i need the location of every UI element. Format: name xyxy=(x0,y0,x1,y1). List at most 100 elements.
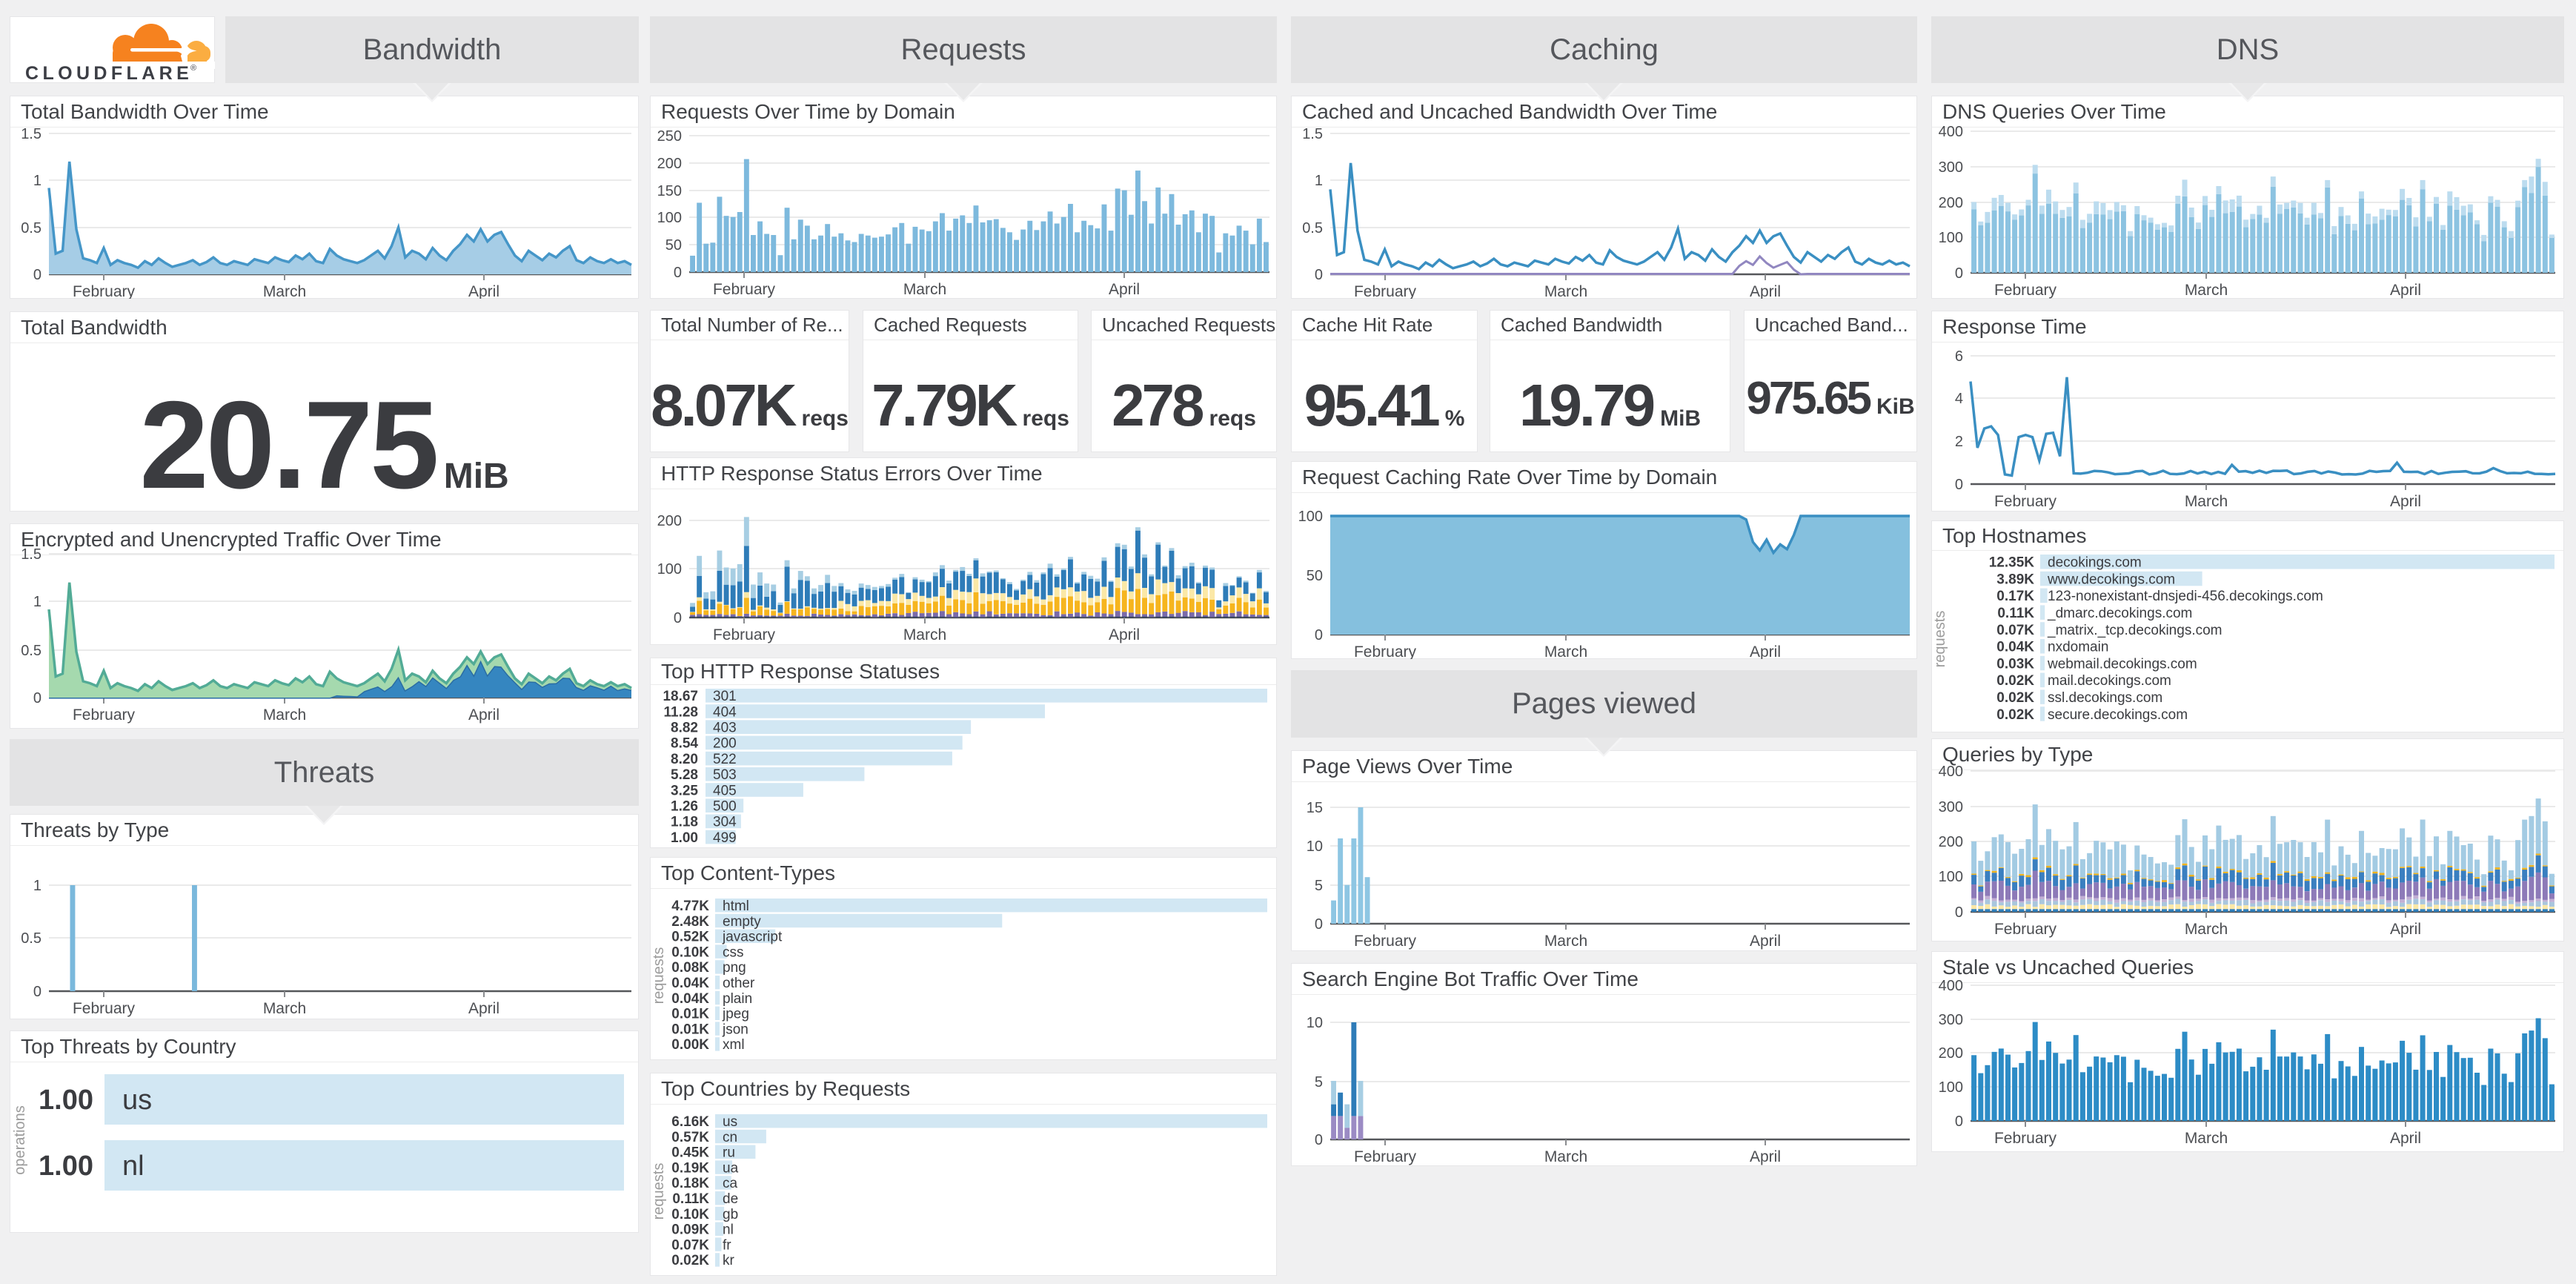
svg-text:April: April xyxy=(1750,933,1781,950)
svg-text:0.03K: 0.03K xyxy=(1996,656,2034,672)
svg-text:1.5: 1.5 xyxy=(21,126,42,142)
svg-text:6.16K: 6.16K xyxy=(671,1114,709,1130)
svg-text:1.00: 1.00 xyxy=(671,830,698,846)
svg-text:de: de xyxy=(723,1191,738,1207)
svg-text:March: March xyxy=(263,706,306,724)
svg-text:March: March xyxy=(2185,1130,2228,1147)
svg-text:400: 400 xyxy=(1939,124,1963,140)
svg-text:100: 100 xyxy=(1939,230,1963,246)
svg-text:1.5: 1.5 xyxy=(1302,126,1323,142)
svg-text:plain: plain xyxy=(723,991,752,1007)
svg-text:February: February xyxy=(1994,921,2057,938)
svg-text:html: html xyxy=(723,899,749,914)
svg-text:0.01K: 0.01K xyxy=(671,1007,709,1022)
svg-text:200: 200 xyxy=(713,736,737,752)
svg-text:April: April xyxy=(468,1000,499,1017)
svg-text:0.04K: 0.04K xyxy=(671,991,709,1007)
svg-text:1.18: 1.18 xyxy=(671,815,698,830)
svg-text:April: April xyxy=(2390,282,2421,299)
svg-text:0: 0 xyxy=(1315,267,1323,283)
svg-text:ua: ua xyxy=(723,1160,739,1176)
svg-text:cn: cn xyxy=(723,1130,737,1145)
svg-text:5.28: 5.28 xyxy=(671,767,698,783)
svg-text:February: February xyxy=(1354,283,1417,299)
svg-text:300: 300 xyxy=(1939,799,1963,815)
svg-text:0: 0 xyxy=(1955,265,1963,282)
svg-text:0.01K: 0.01K xyxy=(671,1022,709,1037)
svg-text:_dmarc.decokings.com: _dmarc.decokings.com xyxy=(2047,606,2192,621)
svg-text:0.00K: 0.00K xyxy=(671,1037,709,1053)
svg-text:3.89K: 3.89K xyxy=(1996,572,2034,587)
svg-text:png: png xyxy=(723,960,746,976)
svg-text:50: 50 xyxy=(665,237,682,254)
svg-text:February: February xyxy=(1994,282,2057,299)
svg-text:0.07K: 0.07K xyxy=(671,1237,709,1253)
svg-text:0.52K: 0.52K xyxy=(671,930,709,945)
svg-text:0.08K: 0.08K xyxy=(671,960,709,976)
svg-text:empty: empty xyxy=(723,914,761,930)
svg-text:0: 0 xyxy=(1315,1132,1323,1148)
svg-text:11.28: 11.28 xyxy=(664,704,699,720)
svg-text:March: March xyxy=(2185,493,2228,510)
svg-text:ca: ca xyxy=(723,1176,738,1191)
svg-text:March: March xyxy=(1544,643,1587,659)
svg-text:February: February xyxy=(73,283,136,299)
svg-text:405: 405 xyxy=(713,783,737,798)
svg-text:us: us xyxy=(122,1085,152,1116)
svg-text:0.5: 0.5 xyxy=(21,643,42,659)
svg-text:0.02K: 0.02K xyxy=(1996,673,2034,689)
svg-text:0.02K: 0.02K xyxy=(1996,707,2034,723)
svg-text:March: March xyxy=(1544,283,1587,299)
svg-text:fr: fr xyxy=(723,1237,731,1253)
svg-text:February: February xyxy=(1354,933,1417,950)
svg-text:February: February xyxy=(1994,1130,2057,1147)
svg-text:0.04K: 0.04K xyxy=(1996,640,2034,655)
svg-text:12.35K: 12.35K xyxy=(1989,555,2035,571)
svg-text:0.57K: 0.57K xyxy=(671,1130,709,1145)
svg-text:nl: nl xyxy=(723,1222,734,1238)
svg-text:6: 6 xyxy=(1955,348,1963,365)
svg-text:0.10K: 0.10K xyxy=(671,944,709,960)
svg-text:secure.decokings.com: secure.decokings.com xyxy=(2048,707,2188,723)
svg-text:4: 4 xyxy=(1955,391,1963,407)
svg-text:April: April xyxy=(1109,626,1140,643)
svg-text:1: 1 xyxy=(33,173,42,189)
svg-text:123-nonexistant-dnsjedi-456.de: 123-nonexistant-dnsjedi-456.decokings.co… xyxy=(2048,589,2323,604)
svg-text:0: 0 xyxy=(1955,477,1963,493)
svg-text:April: April xyxy=(2390,1130,2421,1147)
svg-text:100: 100 xyxy=(1298,509,1323,525)
svg-text:_matrix._tcp.decokings.com: _matrix._tcp.decokings.com xyxy=(2047,623,2223,638)
svg-text:February: February xyxy=(1354,1148,1417,1165)
svg-text:400: 400 xyxy=(1939,764,1963,780)
svg-text:requests: requests xyxy=(651,947,667,1005)
svg-text:200: 200 xyxy=(657,513,682,529)
svg-text:200: 200 xyxy=(657,156,682,172)
svg-text:4.77K: 4.77K xyxy=(671,899,709,914)
svg-text:304: 304 xyxy=(713,815,737,830)
svg-text:200: 200 xyxy=(1939,834,1963,850)
svg-text:jpeg: jpeg xyxy=(722,1007,749,1022)
svg-text:503: 503 xyxy=(713,767,737,783)
svg-text:®: ® xyxy=(190,64,196,73)
svg-text:1: 1 xyxy=(33,594,42,610)
svg-text:CLOUDFLARE: CLOUDFLARE xyxy=(25,63,193,83)
svg-text:0.07K: 0.07K xyxy=(1996,623,2034,638)
svg-text:300: 300 xyxy=(1939,159,1963,176)
svg-text:1.26: 1.26 xyxy=(671,799,698,815)
svg-text:0.17K: 0.17K xyxy=(1996,589,2034,604)
svg-text:0.02K: 0.02K xyxy=(1996,690,2034,706)
svg-text:April: April xyxy=(1750,1148,1781,1165)
svg-text:mail.decokings.com: mail.decokings.com xyxy=(2048,673,2171,689)
svg-text:webmail.decokings.com: webmail.decokings.com xyxy=(2047,656,2197,672)
svg-text:8.20: 8.20 xyxy=(671,752,698,767)
svg-text:April: April xyxy=(1750,283,1781,299)
svg-text:100: 100 xyxy=(657,210,682,226)
svg-text:0.04K: 0.04K xyxy=(671,976,709,991)
svg-text:April: April xyxy=(468,706,499,724)
svg-text:April: April xyxy=(1109,281,1140,298)
svg-text:200: 200 xyxy=(1939,1045,1963,1062)
svg-text:200: 200 xyxy=(1939,195,1963,211)
svg-text:requests: requests xyxy=(651,1163,667,1220)
svg-text:500: 500 xyxy=(713,799,737,815)
svg-text:3.25: 3.25 xyxy=(671,783,698,798)
